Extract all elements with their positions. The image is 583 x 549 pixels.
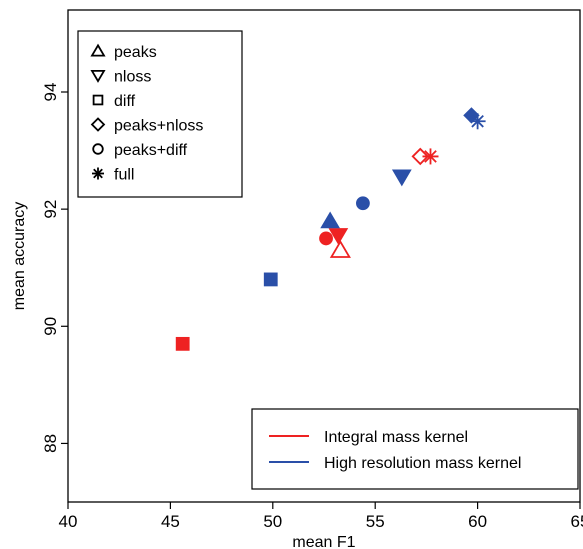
color-legend-label: High resolution mass kernel: [324, 455, 521, 472]
x-tick-label: 55: [366, 512, 385, 531]
legend-marker-diamond: [90, 117, 106, 132]
y-tick-label: 90: [41, 317, 60, 336]
data-point-square: [263, 272, 278, 287]
marker-legend-box: [77, 30, 243, 198]
data-point-diamond: [411, 147, 430, 166]
y-tick-label: 92: [41, 200, 60, 219]
legend-marker-triangle-up: [90, 43, 106, 57]
y-axis: 88 90 92 94: [41, 83, 68, 453]
legend-marker-triangle-down: [90, 70, 106, 83]
marker-legend-label: peaks+nloss: [114, 118, 203, 135]
y-axis-label: mean accuracy: [11, 202, 28, 311]
x-tick-label: 65: [571, 512, 583, 531]
marker-legend-label: nloss: [114, 69, 151, 86]
marker-legend-label: peaks+diff: [114, 142, 188, 159]
data-point-asterisk: [422, 148, 439, 165]
marker-legend-label: peaks: [114, 44, 157, 61]
y-tick-label: 88: [41, 434, 60, 453]
x-tick-label: 40: [59, 512, 78, 531]
x-axis-label: mean F1: [292, 534, 355, 549]
data-point-circle: [319, 231, 333, 246]
legend-marker-asterisk: [92, 167, 104, 180]
data-point-triangle-up: [320, 211, 341, 229]
legend-marker-circle: [92, 143, 104, 155]
data-point-circle: [356, 196, 370, 211]
data-points: [175, 107, 486, 351]
data-point-triangle-down: [328, 228, 349, 245]
color-legend: Integral mass kernel High resolution mass…: [251, 408, 579, 490]
data-point-asterisk: [469, 113, 486, 130]
x-tick-label: 50: [263, 512, 282, 531]
marker-legend-label: diff: [114, 93, 136, 110]
marker-legend: peaks nloss diff peaks+nloss peaks+diff full: [77, 30, 243, 198]
marker-legend-label: full: [114, 167, 134, 184]
data-point-square: [175, 336, 190, 351]
y-tick-label: 94: [41, 83, 60, 102]
data-point-triangle-down: [391, 169, 412, 187]
color-legend-label: Integral mass kernel: [324, 429, 468, 446]
plot-frame: [67, 9, 581, 503]
data-point-triangle-up: [329, 239, 351, 258]
legend-marker-square: [92, 94, 104, 106]
x-axis: 40 45 50 55 60 65: [59, 502, 583, 531]
color-legend-box: [251, 408, 579, 490]
x-tick-label: 60: [468, 512, 487, 531]
x-tick-label: 45: [161, 512, 180, 531]
